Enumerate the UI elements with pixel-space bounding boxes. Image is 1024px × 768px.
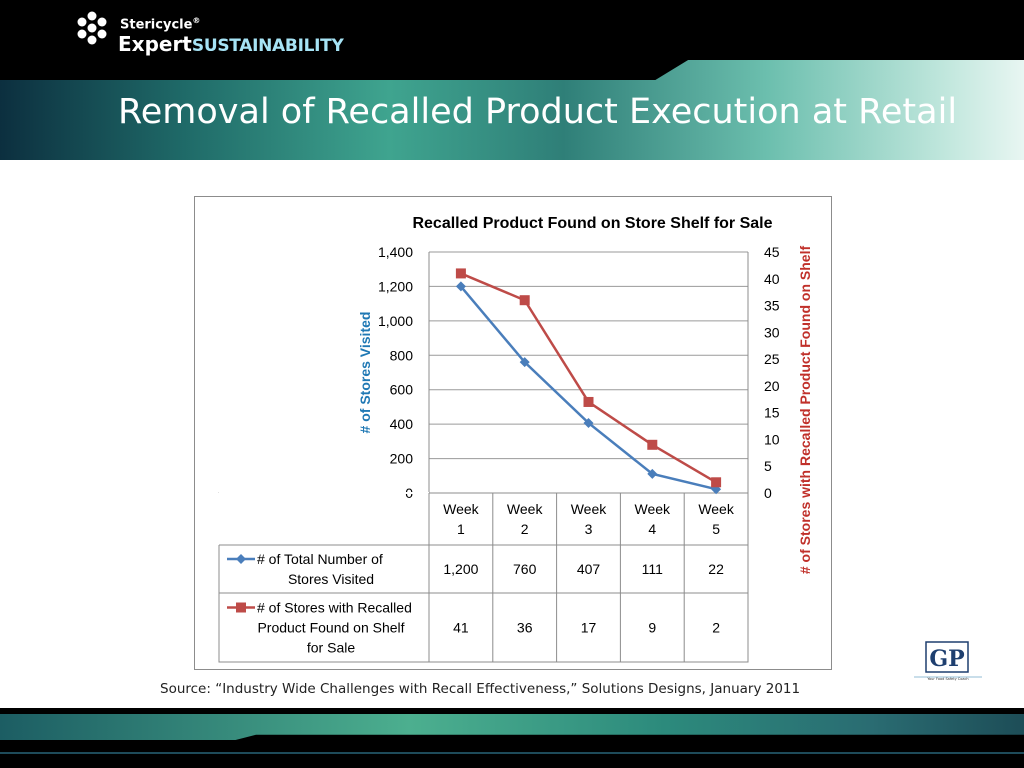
- y-tick-label: 1,000: [378, 313, 413, 329]
- footer-gradient-band: [0, 714, 1024, 740]
- y-tick-label: 600: [390, 382, 414, 398]
- y-axis-label: # of Stores Visited: [357, 312, 373, 434]
- y2-tick-label: 35: [764, 298, 780, 314]
- data-table-value: 17: [581, 620, 597, 636]
- y2-tick-label: 15: [764, 405, 780, 421]
- x-tick-label: Week: [698, 501, 735, 517]
- line-chart: Recalled Product Found on Store Shelf fo…: [218, 215, 813, 663]
- series-line-recalled-found: [460, 272, 717, 484]
- y-tick-label: 1,200: [378, 278, 413, 294]
- data-table-value: 36: [517, 620, 533, 636]
- y2-axis-label: # of Stores with Recalled Product Found …: [797, 246, 813, 575]
- gp-logo: GP Your Food Safety Coach: [914, 641, 982, 681]
- data-point-diamond: [583, 417, 594, 428]
- y2-tick-label: 10: [764, 431, 780, 447]
- legend-key-square: [236, 602, 246, 613]
- x-tick-label: 1: [457, 521, 465, 537]
- x-tick-label: Week: [507, 501, 544, 517]
- legend-label: # of Total Number of: [257, 551, 383, 567]
- data-table-value: 22: [708, 561, 724, 577]
- y2-tick-label: 5: [764, 458, 772, 474]
- y2-tick-label: 40: [764, 271, 780, 287]
- gp-logo-box: [925, 641, 969, 673]
- chart-frame: Recalled Product Found on Store Shelf fo…: [194, 196, 832, 670]
- x-tick-label: 2: [521, 521, 529, 537]
- data-table-value: 760: [513, 561, 537, 577]
- y2-tick-label: 30: [764, 324, 780, 340]
- data-point-square: [711, 477, 722, 488]
- x-tick-label: 4: [648, 521, 656, 537]
- data-table-value: 2: [712, 620, 720, 636]
- legend-label: # of Stores with Recalled: [257, 600, 412, 616]
- data-table-value: 9: [648, 620, 656, 636]
- gp-logo-letters: GP: [929, 646, 964, 672]
- y2-tick-label: 0: [764, 485, 772, 501]
- y-tick-label: 200: [390, 451, 414, 467]
- data-point-diamond: [647, 468, 658, 479]
- legend-label: Product Found on Shelf: [257, 620, 404, 636]
- x-tick-label: 3: [585, 521, 593, 537]
- data-point-diamond: [519, 357, 530, 368]
- x-tick-label: Week: [635, 501, 672, 517]
- y2-tick-label: 25: [764, 351, 780, 367]
- source-citation: Source: “Industry Wide Challenges with R…: [160, 681, 801, 697]
- y-tick-label: 400: [390, 416, 414, 432]
- footer-line: [0, 752, 1024, 754]
- data-point-square: [583, 396, 594, 407]
- data-table-value: 111: [642, 561, 663, 577]
- y-tick-label: 800: [390, 347, 414, 363]
- x-tick-label: Week: [571, 501, 608, 517]
- data-point-square: [647, 439, 658, 450]
- logo-brand-name: Stericycle®: [120, 16, 201, 33]
- legend-key-diamond: [236, 554, 246, 564]
- data-table-value: 407: [577, 561, 601, 577]
- chart-title: Recalled Product Found on Store Shelf fo…: [412, 215, 772, 232]
- gp-logo-tagline: Your Food Safety Coach: [927, 677, 968, 681]
- y2-tick-label: 45: [764, 244, 780, 260]
- logo-product-name: ExpertSUSTAINABILITY: [118, 32, 344, 56]
- legend-label: for Sale: [307, 640, 355, 656]
- data-point-square: [519, 295, 530, 306]
- data-point-square: [455, 268, 466, 279]
- data-table-value: 41: [453, 620, 469, 636]
- y2-tick-label: 20: [764, 378, 780, 394]
- slide-footer: [0, 708, 1024, 768]
- legend-label: Stores Visited: [288, 571, 374, 587]
- data-point-diamond: [455, 281, 466, 292]
- stericycle-logo-mark-icon: [77, 11, 107, 45]
- slide-header: Stericycle® ExpertSUSTAINABILITY Removal…: [0, 0, 1024, 160]
- x-tick-label: Week: [443, 501, 480, 517]
- slide-title: Removal of Recalled Product Execution at…: [118, 92, 958, 132]
- y-tick-label: 1,400: [378, 244, 413, 260]
- data-table-value: 1,200: [443, 561, 478, 577]
- x-tick-label: 5: [712, 521, 720, 537]
